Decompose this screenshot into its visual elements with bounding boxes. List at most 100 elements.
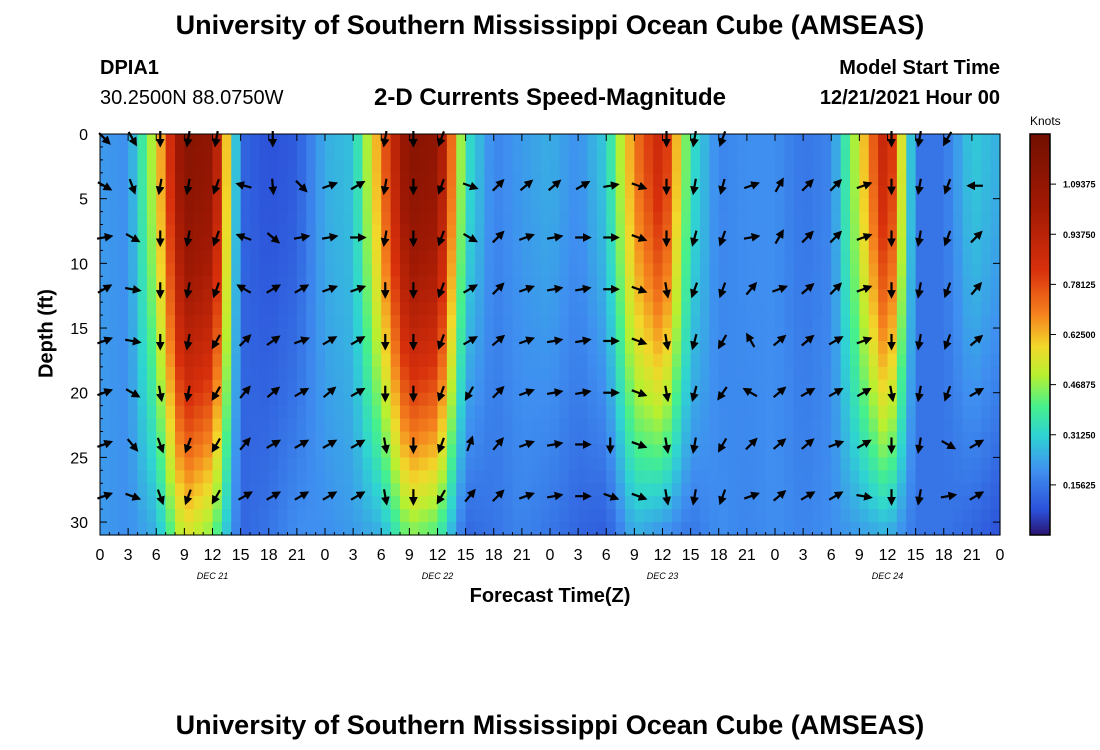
heatmap-cell	[437, 263, 448, 277]
heatmap-cell	[212, 509, 223, 523]
heatmap-cell	[315, 353, 326, 368]
heatmap-cell	[643, 340, 654, 355]
heatmap-cell	[418, 405, 429, 420]
heatmap-cell	[353, 146, 364, 161]
heatmap-cell	[100, 483, 110, 497]
current-vector	[631, 492, 648, 501]
heatmap-cell	[437, 289, 448, 303]
heatmap-cell	[718, 483, 729, 497]
heatmap-cell	[784, 237, 795, 252]
heatmap-cell	[512, 211, 523, 226]
heatmap-cell	[990, 340, 1001, 355]
heatmap-cell	[165, 172, 176, 187]
heatmap-cell	[165, 237, 176, 252]
heatmap-cell	[128, 289, 139, 303]
heatmap-cell	[475, 392, 485, 407]
heatmap-cell	[868, 522, 879, 536]
heatmap-cell	[437, 146, 448, 161]
heatmap-cell	[118, 470, 129, 484]
heatmap-cell	[418, 276, 429, 290]
heatmap-cell	[306, 302, 317, 316]
heatmap-cell	[100, 353, 110, 368]
heatmap-cell	[315, 237, 326, 252]
heatmap-cell	[165, 198, 176, 213]
heatmap-cell	[615, 431, 626, 446]
heatmap-cell	[475, 418, 485, 433]
heatmap-cell	[390, 353, 401, 368]
heatmap-cell	[728, 146, 739, 161]
heatmap-cell	[653, 224, 664, 239]
heatmap-cell	[681, 470, 692, 484]
heatmap-cell	[784, 263, 795, 277]
heatmap-cell	[109, 431, 120, 446]
x-tick-label: 12	[654, 547, 672, 564]
heatmap-cell	[840, 302, 851, 316]
heatmap-cell	[493, 237, 504, 252]
heatmap-cell	[250, 198, 260, 213]
heatmap-cell	[643, 211, 654, 226]
heatmap-cell	[625, 224, 635, 239]
heatmap-cell	[643, 250, 654, 264]
heatmap-cell	[718, 431, 729, 446]
heatmap-cell	[793, 431, 804, 446]
heatmap-cell	[559, 509, 570, 523]
heatmap-cell	[615, 172, 626, 187]
heatmap-cell	[128, 250, 139, 264]
heatmap-cell	[493, 470, 504, 484]
current-vector	[575, 336, 592, 346]
heatmap-cell	[531, 134, 542, 148]
heatmap-cell	[100, 379, 110, 394]
heatmap-cell	[446, 289, 457, 303]
heatmap-cell	[671, 470, 682, 484]
heatmap-cell	[362, 159, 373, 174]
heatmap-cell	[418, 146, 429, 161]
heatmap-cell	[812, 366, 823, 381]
heatmap-cell	[381, 509, 392, 523]
heatmap-cell	[953, 392, 964, 407]
heatmap-cell	[746, 263, 757, 277]
heatmap-cell	[418, 172, 429, 187]
heatmap-cell	[390, 509, 401, 523]
heatmap-cell	[765, 172, 776, 187]
heatmap-cell	[371, 289, 382, 303]
current-vector	[690, 230, 699, 247]
heatmap-cell	[615, 418, 626, 433]
heatmap-cell	[400, 444, 410, 458]
current-vector	[772, 489, 787, 502]
heatmap-cell	[325, 340, 335, 355]
heatmap-cell	[878, 289, 889, 303]
heatmap-cell	[146, 172, 157, 187]
heatmap-cell	[165, 211, 176, 226]
heatmap-cell	[793, 146, 804, 161]
heatmap-cell	[446, 159, 457, 174]
heatmap-cell	[128, 159, 139, 174]
current-vector	[828, 387, 844, 398]
heatmap-cell	[606, 496, 617, 510]
heatmap-cell	[812, 496, 823, 510]
heatmap-cell	[231, 211, 242, 226]
heatmap-cell	[896, 211, 907, 226]
heatmap-cell	[456, 315, 467, 329]
heatmap-cell	[634, 496, 645, 510]
heatmap-cell	[953, 496, 964, 510]
heatmap-cell	[334, 444, 345, 458]
heatmap-cell	[690, 392, 701, 407]
heatmap-cell	[681, 289, 692, 303]
heatmap-cell	[971, 444, 982, 458]
heatmap-cell	[681, 366, 692, 381]
heatmap-cell	[840, 444, 851, 458]
heatmap-cell	[212, 250, 223, 264]
heatmap-cell	[418, 159, 429, 174]
x-tick-label: 18	[935, 547, 953, 564]
heatmap-cell	[962, 405, 973, 420]
heatmap-cell	[709, 198, 720, 213]
heatmap-cell	[400, 315, 410, 329]
heatmap-cell	[109, 405, 120, 420]
heatmap-cell	[971, 302, 982, 316]
heatmap-cell	[278, 172, 289, 187]
heatmap-cell	[409, 263, 420, 277]
heatmap-cell	[212, 379, 223, 394]
heatmap-cell	[315, 431, 326, 446]
heatmap-cell	[193, 405, 204, 420]
heatmap-cell	[756, 483, 767, 497]
